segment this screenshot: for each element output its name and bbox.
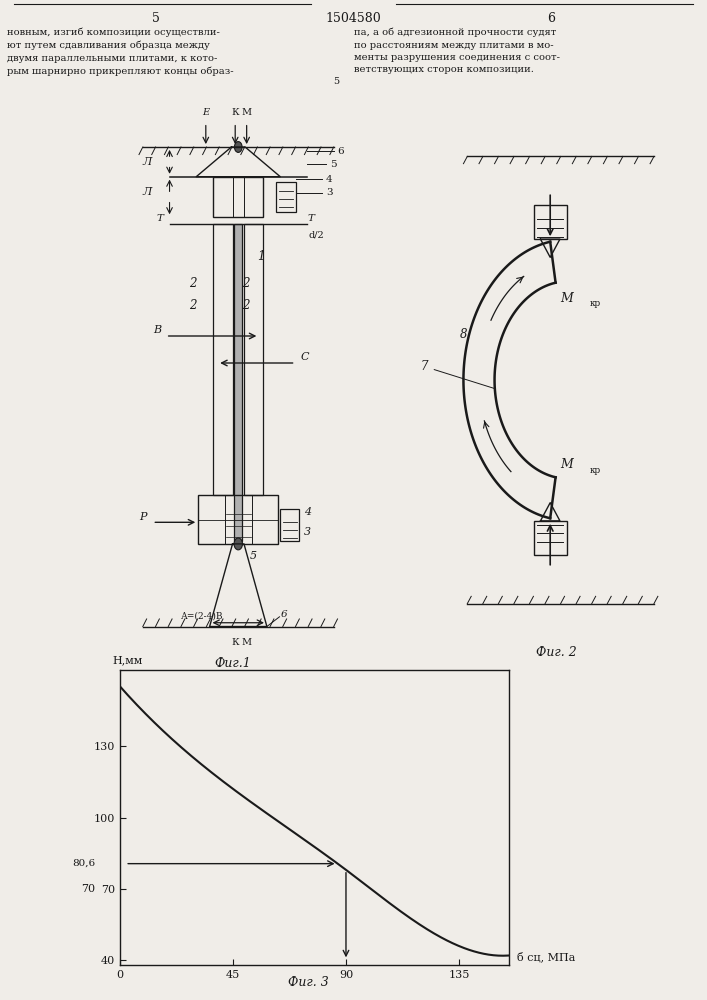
Text: Р: Р — [139, 512, 146, 522]
Text: Л: Л — [143, 157, 152, 167]
Text: М: М — [561, 292, 573, 305]
Bar — [534, 205, 567, 239]
Text: Фиг.1: Фиг.1 — [214, 657, 251, 670]
Text: М: М — [561, 458, 573, 471]
Bar — [234, 224, 243, 541]
Text: 80,6: 80,6 — [72, 859, 95, 868]
Text: кр: кр — [590, 466, 601, 475]
Text: Е: Е — [202, 108, 209, 117]
Text: Фиг. 2: Фиг. 2 — [537, 646, 577, 659]
Text: М: М — [242, 638, 252, 647]
Text: М: М — [242, 108, 252, 117]
Bar — [214, 177, 263, 217]
Text: В: В — [153, 325, 161, 335]
Text: Л: Л — [143, 187, 152, 197]
Text: 5: 5 — [250, 551, 257, 561]
Text: 4: 4 — [304, 507, 311, 517]
Text: Т: Т — [308, 214, 315, 223]
Text: d/2: d/2 — [309, 230, 325, 239]
Text: новным, изгиб композиции осуществли-
ют путем сдавливания образца между
двумя па: новным, изгиб композиции осуществли- ют … — [7, 27, 234, 76]
Text: 1: 1 — [257, 250, 265, 263]
Text: 70: 70 — [81, 884, 95, 894]
Text: 3: 3 — [326, 188, 333, 197]
Text: 6: 6 — [337, 147, 344, 156]
Text: Т: Т — [157, 214, 164, 223]
Text: 7: 7 — [421, 360, 428, 373]
Bar — [534, 521, 567, 555]
Text: 5: 5 — [330, 160, 337, 169]
Text: К: К — [231, 108, 239, 117]
Text: 2: 2 — [242, 277, 250, 290]
Text: кр: кр — [590, 299, 601, 308]
Text: К: К — [231, 638, 239, 647]
Bar — [198, 495, 279, 544]
Text: H,мм: H,мм — [112, 655, 143, 665]
Circle shape — [235, 142, 242, 152]
Bar — [214, 224, 233, 495]
Text: 8: 8 — [460, 328, 467, 341]
Text: 4: 4 — [326, 175, 333, 184]
Text: 1504580: 1504580 — [326, 12, 381, 25]
Text: па, а об адгезионной прочности судят
по расстояниям между плитами в мо-
менты ра: па, а об адгезионной прочности судят по … — [354, 27, 559, 75]
Bar — [280, 509, 299, 541]
Text: 2: 2 — [242, 299, 250, 312]
Text: 2: 2 — [189, 299, 196, 312]
Text: 5: 5 — [333, 77, 339, 86]
Text: Фиг. 3: Фиг. 3 — [288, 976, 329, 989]
Text: 5: 5 — [151, 12, 160, 25]
Text: б сц, МПа: б сц, МПа — [517, 952, 575, 963]
Text: А=(2-4)В: А=(2-4)В — [181, 611, 223, 620]
Text: 3: 3 — [304, 527, 311, 537]
Bar — [276, 182, 296, 212]
Text: 2: 2 — [189, 277, 196, 290]
Text: 6: 6 — [547, 12, 556, 25]
Bar — [244, 224, 263, 495]
Text: С: С — [300, 352, 309, 362]
Circle shape — [234, 538, 243, 550]
Text: 6: 6 — [280, 610, 287, 619]
